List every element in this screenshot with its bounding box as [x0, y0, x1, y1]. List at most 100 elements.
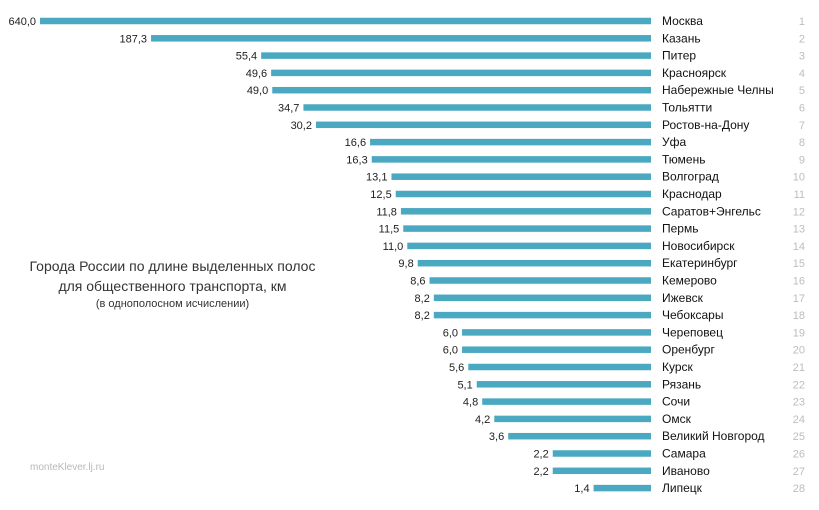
rank-label: 28 [793, 483, 805, 495]
value-label: 2,2 [533, 449, 548, 461]
category-label: Уфа [662, 135, 686, 149]
rank-label: 18 [793, 310, 805, 322]
rank-label: 14 [793, 241, 805, 253]
bar [151, 35, 651, 42]
rank-label: 24 [793, 414, 805, 426]
rank-label: 17 [793, 293, 805, 305]
value-label: 3,6 [489, 431, 504, 443]
bar [40, 17, 651, 25]
value-label: 6,0 [443, 327, 458, 339]
category-label: Омск [662, 412, 692, 426]
bar [395, 190, 651, 198]
category-label: Екатеринбург [662, 256, 738, 270]
value-label: 11,8 [376, 206, 397, 218]
bar [552, 467, 651, 475]
category-label: Тюмень [662, 152, 705, 166]
rank-label: 22 [793, 379, 805, 391]
category-label: Курск [662, 360, 694, 374]
value-label: 5,6 [449, 362, 464, 374]
bar [433, 311, 651, 319]
rank-label: 23 [793, 397, 805, 409]
chart-title-line-1: Города России по длине выделенных полос [29, 258, 316, 274]
bar [593, 484, 651, 492]
rank-label: 27 [793, 466, 805, 478]
value-label: 4,2 [475, 414, 490, 426]
rank-label: 8 [799, 137, 805, 149]
rank-label: 2 [799, 33, 805, 45]
category-label: Рязань [662, 377, 701, 391]
bar [371, 156, 651, 163]
rank-label: 1 [799, 16, 805, 28]
bar [391, 173, 651, 180]
rank-label: 19 [793, 327, 805, 339]
value-label: 13,1 [366, 172, 387, 184]
value-label: 55,4 [236, 51, 257, 63]
category-label: Чебоксары [662, 308, 723, 322]
bar [494, 415, 651, 423]
bar [400, 208, 651, 215]
rank-label: 20 [793, 345, 805, 357]
chart-title-note: (в однополосном исчислении) [95, 298, 250, 310]
value-label: 30,2 [291, 120, 312, 132]
bar [482, 398, 651, 405]
value-label: 640,0 [8, 16, 36, 28]
category-label: Новосибирск [662, 239, 735, 253]
rank-label: 3 [799, 51, 805, 63]
rank-label: 5 [799, 85, 805, 97]
rank-label: 11 [794, 189, 805, 201]
value-label: 49,0 [247, 85, 268, 97]
bar [417, 259, 651, 267]
bar [508, 432, 651, 440]
bar [271, 69, 651, 77]
category-label: Саратов+Энгельс [662, 204, 761, 218]
category-label: Липецк [662, 481, 703, 495]
category-label: Набережные Челны [662, 83, 774, 97]
category-label: Пермь [662, 222, 698, 236]
rank-label: 26 [793, 449, 805, 461]
rank-label: 12 [793, 206, 805, 218]
category-label: Питер [662, 49, 696, 63]
category-label: Кемерово [662, 274, 717, 288]
bar [552, 450, 651, 457]
value-label: 5,1 [457, 379, 472, 391]
category-label: Казань [662, 31, 701, 45]
chart-title-line-2: для общественного транспорта, км [58, 278, 287, 294]
value-label: 4,8 [463, 397, 478, 409]
credit-watermark: monteKlever.lj.ru [30, 462, 105, 473]
bar [315, 121, 651, 129]
rank-label: 15 [793, 258, 805, 270]
bar [370, 138, 651, 146]
category-label: Оренбург [662, 343, 715, 357]
rank-label: 25 [793, 431, 805, 443]
rank-label: 16 [793, 276, 805, 288]
value-label: 16,3 [346, 154, 367, 166]
category-label: Великий Новгород [662, 429, 765, 443]
value-label: 9,8 [398, 258, 413, 270]
bar [462, 329, 651, 336]
rank-label: 21 [793, 362, 805, 374]
bar [403, 225, 651, 232]
value-label: 34,7 [278, 103, 299, 115]
category-label: Волгоград [662, 170, 719, 184]
category-label: Самара [662, 447, 706, 461]
rank-label: 6 [799, 103, 805, 115]
value-label: 11,5 [379, 224, 400, 236]
rank-label: 4 [799, 68, 805, 80]
value-label: 2,2 [533, 466, 548, 478]
bar [429, 277, 651, 284]
bar [272, 86, 651, 94]
category-label: Ижевск [662, 291, 704, 305]
category-label: Иваново [662, 464, 710, 478]
rank-label: 10 [793, 172, 805, 184]
category-label: Красноярск [662, 66, 727, 80]
value-label: 49,6 [246, 68, 267, 80]
value-label: 8,2 [415, 310, 430, 322]
category-label: Череповец [662, 325, 723, 339]
rank-label: 13 [793, 224, 805, 236]
bar [462, 346, 651, 353]
value-label: 8,2 [415, 293, 430, 305]
value-label: 11,0 [383, 241, 404, 253]
bar [407, 242, 651, 250]
category-label: Краснодар [662, 187, 722, 201]
